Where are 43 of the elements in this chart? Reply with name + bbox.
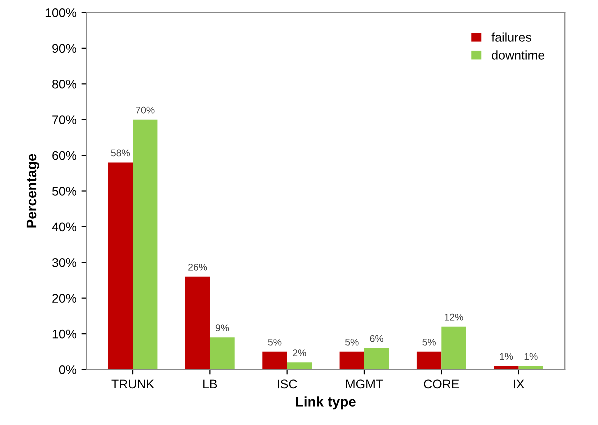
y-tick-label: 100%	[46, 8, 77, 18]
data-label: 5%	[422, 338, 436, 346]
legend-label: failures	[492, 32, 532, 42]
data-label: 5%	[268, 338, 282, 346]
data-label: 1%	[500, 353, 514, 360]
data-label: 5%	[346, 338, 359, 346]
x-tick-label: MGMT	[346, 380, 384, 389]
legend-label: downtime	[492, 50, 545, 60]
bar	[185, 276, 210, 370]
y-tick-label: 70%	[52, 116, 77, 124]
bar	[442, 326, 466, 370]
data-label: 2%	[293, 350, 306, 356]
bar	[210, 338, 235, 370]
x-axis-title: Link type	[296, 396, 356, 410]
data-label: 12%	[445, 314, 464, 321]
bar	[262, 352, 288, 370]
y-tick-label: 30%	[52, 258, 77, 268]
x-tick-label: CORE	[424, 380, 460, 389]
data-label: 58%	[111, 150, 130, 157]
data-label: 1%	[524, 353, 538, 360]
data-label: 6%	[370, 335, 384, 342]
bar	[133, 120, 158, 370]
y-tick-label: 60%	[52, 151, 77, 160]
bar	[340, 352, 364, 370]
y-axis-title: Percentage	[26, 154, 40, 228]
x-tick-label: IX	[514, 380, 524, 389]
y-tick-label: 20%	[52, 294, 77, 303]
y-tick-label: 50%	[52, 187, 77, 196]
x-tick-label: TRUNK	[112, 380, 154, 389]
data-label: 26%	[188, 264, 208, 271]
y-tick-label: 40%	[52, 222, 77, 232]
data-label: 9%	[216, 324, 230, 332]
data-label: 70%	[136, 106, 155, 114]
x-tick-label: ISC	[278, 380, 298, 389]
y-tick-label: 0%	[59, 366, 77, 374]
bar	[364, 348, 390, 370]
y-tick-label: 90%	[52, 44, 77, 54]
bar	[287, 362, 312, 370]
x-tick-label: LB	[204, 380, 218, 389]
bar	[108, 162, 134, 370]
y-tick-label: 10%	[52, 330, 77, 339]
y-tick-label: 80%	[52, 80, 77, 89]
bar	[416, 352, 442, 370]
